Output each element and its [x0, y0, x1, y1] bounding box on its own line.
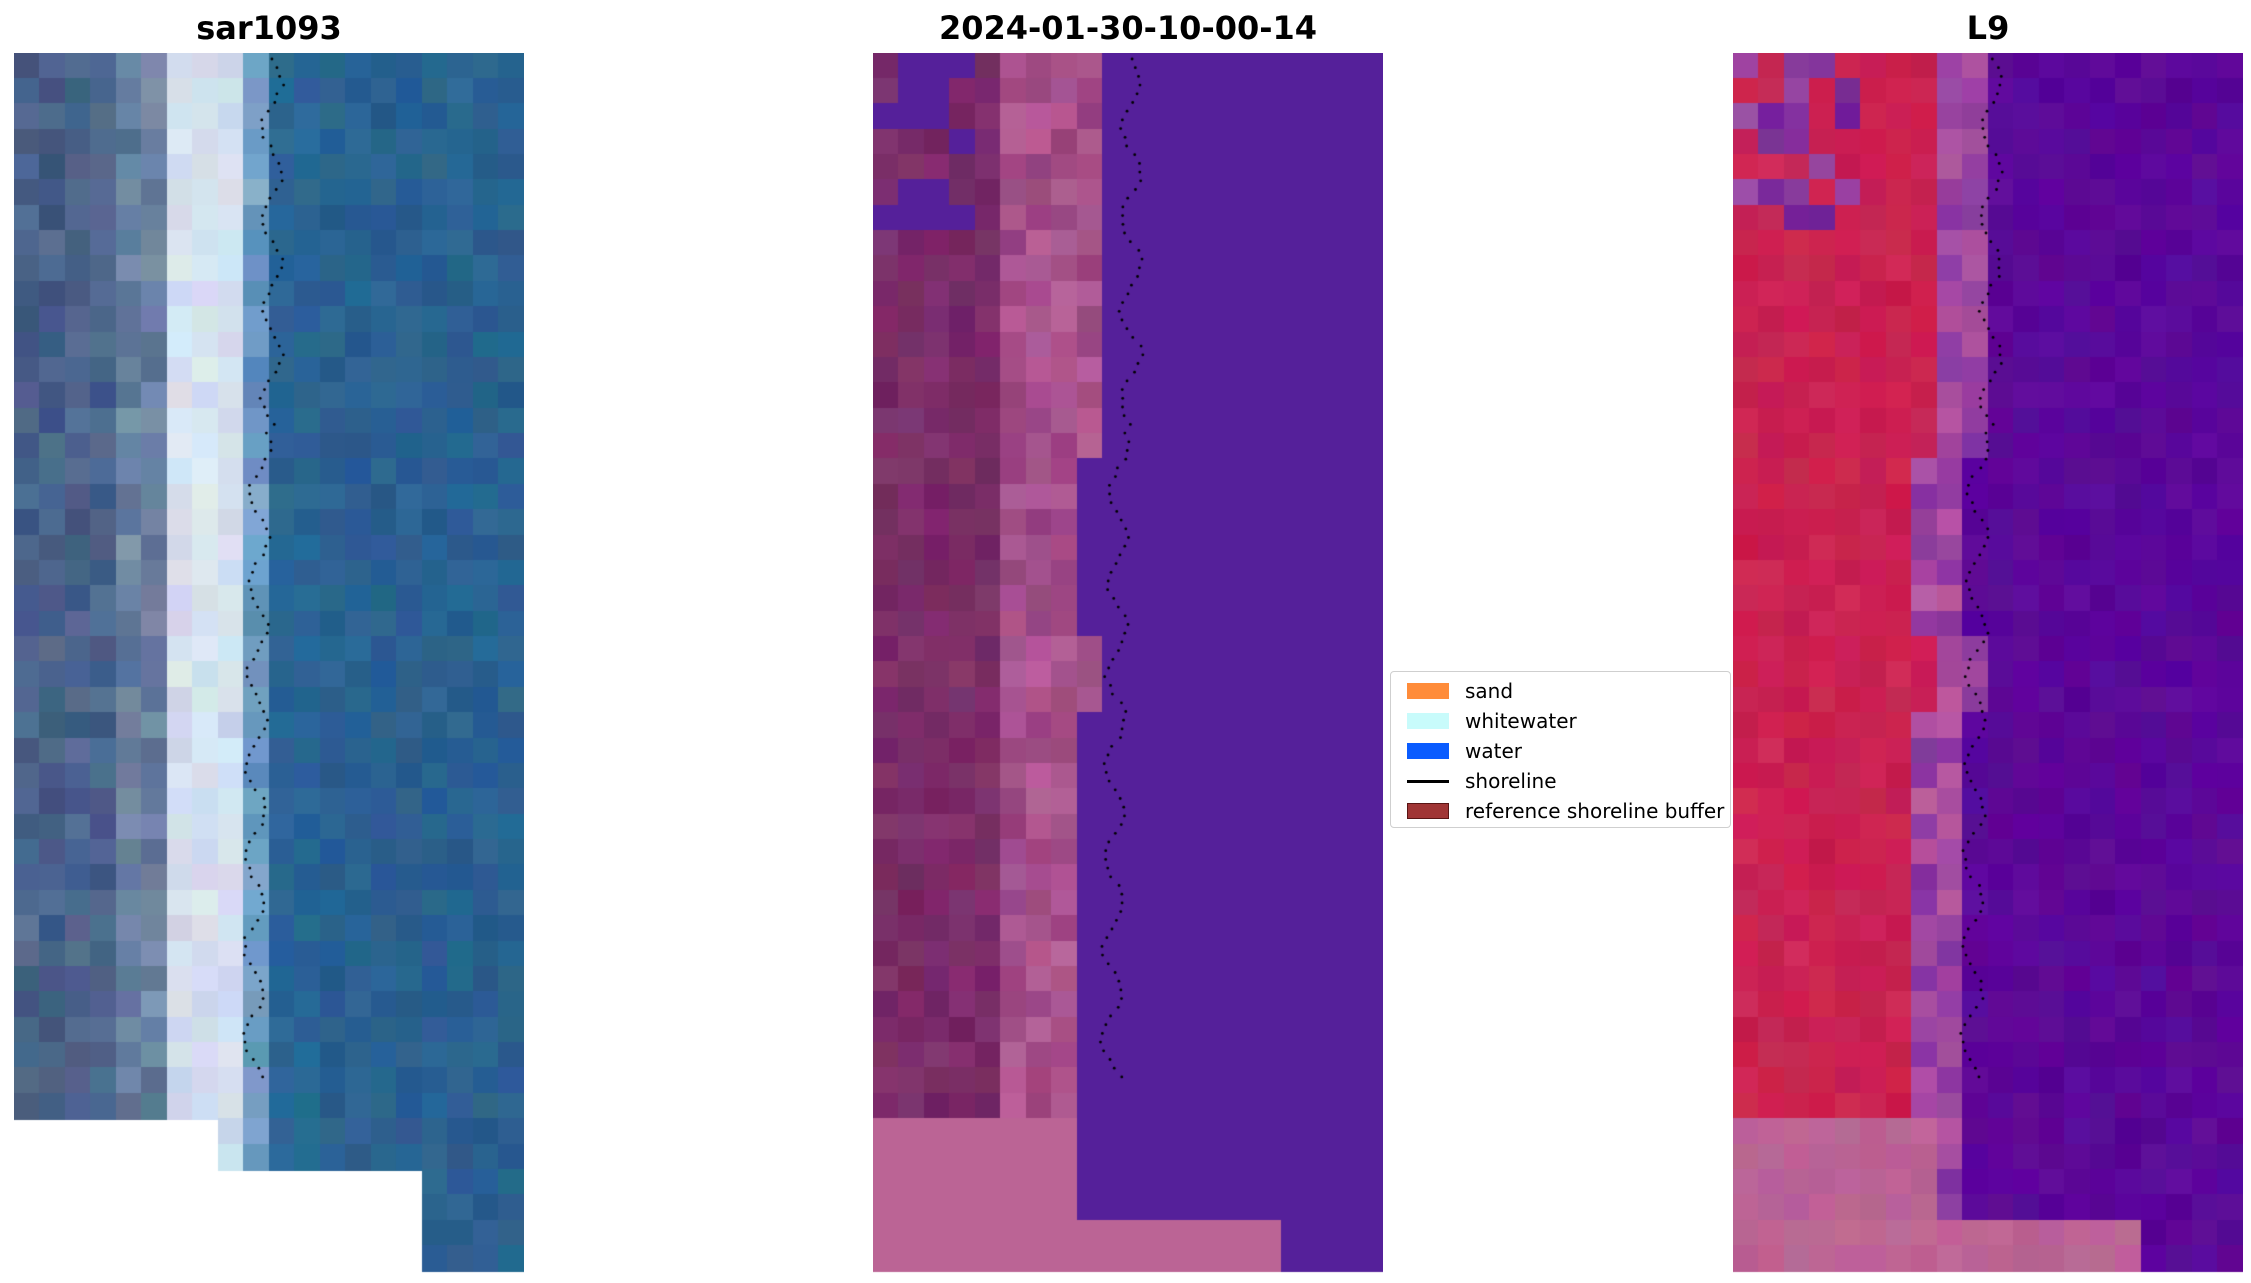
panel-title-date: 2024-01-30-10-00-14: [938, 9, 1318, 47]
legend-label-sand: sand: [1465, 679, 1514, 703]
sar1093-rgb-image: [14, 53, 524, 1274]
legend-item-whitewater: whitewater: [1399, 707, 1729, 733]
legend-item-water: water: [1399, 737, 1729, 763]
legend-label-whitewater: whitewater: [1465, 709, 1577, 733]
legend-label-shoreline: shoreline: [1465, 769, 1557, 793]
water-swatch: [1407, 743, 1449, 759]
legend-label-reference-buffer: reference shoreline buffer: [1465, 799, 1725, 823]
panel-title-l9: L9: [1966, 9, 2010, 47]
legend-label-water: water: [1465, 739, 1522, 763]
legend-item-shoreline: shoreline: [1399, 767, 1729, 793]
legend-item-reference-buffer: reference shoreline buffer: [1399, 797, 1729, 823]
sand-swatch: [1407, 683, 1449, 699]
panel-title-sar1093: sar1093: [196, 9, 342, 47]
whitewater-swatch: [1407, 713, 1449, 729]
reference-buffer-swatch: [1407, 803, 1449, 819]
shoreline-line-swatch: [1407, 780, 1449, 783]
legend-item-sand: sand: [1399, 677, 1729, 703]
classified-image: [873, 53, 1383, 1274]
legend: sand whitewater water shoreline referenc…: [1390, 671, 1731, 828]
l9-index-image: [1733, 53, 2243, 1274]
